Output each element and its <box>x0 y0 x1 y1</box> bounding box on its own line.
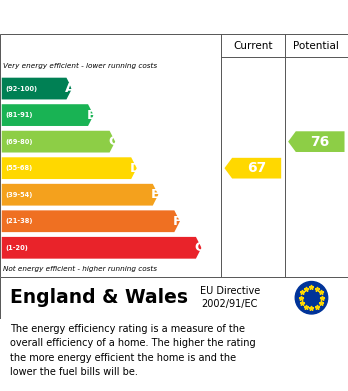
Text: The energy efficiency rating is a measure of the
overall efficiency of a home. T: The energy efficiency rating is a measur… <box>10 324 256 377</box>
Text: G: G <box>194 241 205 254</box>
Text: C: C <box>108 135 118 148</box>
Text: EU Directive
2002/91/EC: EU Directive 2002/91/EC <box>199 286 260 309</box>
Text: Potential: Potential <box>293 41 339 50</box>
Polygon shape <box>2 78 72 99</box>
Text: E: E <box>151 188 160 201</box>
Text: Current: Current <box>233 41 272 50</box>
Text: D: D <box>129 161 141 175</box>
Polygon shape <box>2 210 180 232</box>
Polygon shape <box>2 237 201 259</box>
Text: (39-54): (39-54) <box>5 192 33 198</box>
Text: (81-91): (81-91) <box>5 112 33 118</box>
Text: B: B <box>86 109 96 122</box>
Circle shape <box>295 282 328 314</box>
Text: England & Wales: England & Wales <box>10 288 188 307</box>
Polygon shape <box>2 104 94 126</box>
Text: Energy Efficiency Rating: Energy Efficiency Rating <box>9 9 230 25</box>
Text: (1-20): (1-20) <box>5 245 28 251</box>
Text: (69-80): (69-80) <box>5 139 33 145</box>
Polygon shape <box>288 131 345 152</box>
Polygon shape <box>2 157 137 179</box>
Text: F: F <box>173 215 182 228</box>
Text: A: A <box>65 82 75 95</box>
Text: (55-68): (55-68) <box>5 165 32 171</box>
Polygon shape <box>2 131 115 152</box>
Polygon shape <box>224 158 281 179</box>
Text: Not energy efficient - higher running costs: Not energy efficient - higher running co… <box>3 266 158 272</box>
Polygon shape <box>2 184 158 206</box>
Text: (92-100): (92-100) <box>5 86 37 91</box>
Text: Very energy efficient - lower running costs: Very energy efficient - lower running co… <box>3 63 158 69</box>
Text: 67: 67 <box>247 161 266 175</box>
Text: 76: 76 <box>310 135 330 149</box>
Text: (21-38): (21-38) <box>5 218 33 224</box>
